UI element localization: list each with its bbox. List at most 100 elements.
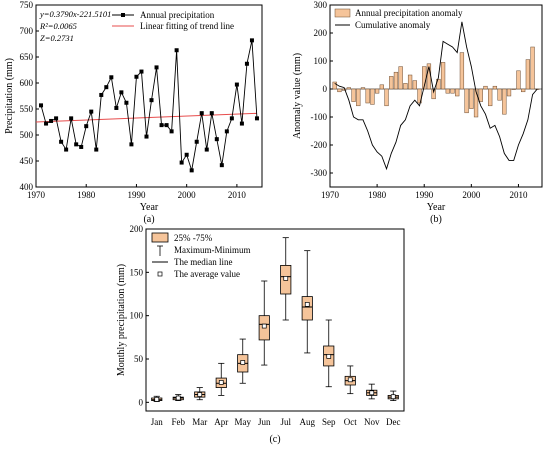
anomaly-bar bbox=[478, 88, 483, 102]
y-tick-label-c: 0 bbox=[139, 397, 144, 407]
equation-annotation: Z=0.2731 bbox=[40, 33, 74, 43]
anomaly-bar bbox=[398, 66, 403, 90]
anomaly-bar bbox=[360, 87, 366, 90]
caption-c: (c) bbox=[269, 434, 280, 445]
anomaly-bar bbox=[530, 46, 535, 90]
y-tick-label-a: 700 bbox=[20, 26, 34, 36]
anomaly-bar bbox=[407, 74, 413, 90]
anomaly-bar bbox=[370, 88, 375, 105]
x-tick-label-a: 1980 bbox=[77, 190, 96, 200]
precipitation-point bbox=[189, 168, 194, 173]
legend-mean-marker bbox=[157, 271, 163, 277]
precipitation-point bbox=[224, 129, 229, 134]
mean-marker bbox=[218, 380, 224, 385]
precipitation-point bbox=[99, 92, 104, 97]
legend-label-anomaly: Annual precipitation anomaly bbox=[355, 8, 463, 18]
x-tick-label-c: Mar bbox=[192, 417, 207, 427]
anomaly-bar bbox=[450, 88, 455, 94]
legend-label-cumulative: Cumulative anomaly bbox=[355, 20, 431, 30]
precipitation-point bbox=[159, 123, 164, 128]
precipitation-point bbox=[59, 139, 64, 144]
precipitation-point bbox=[229, 116, 234, 121]
anomaly-bar bbox=[393, 71, 399, 90]
y-tick-label-b: 100 bbox=[314, 56, 328, 66]
anomaly-bar bbox=[341, 88, 347, 91]
anomaly-bar bbox=[440, 62, 446, 90]
anomaly-bar bbox=[511, 88, 516, 90]
legend-swatch-box bbox=[151, 232, 169, 243]
x-axis-label-a: Year bbox=[140, 202, 159, 213]
y-tick-label-a: 500 bbox=[20, 130, 34, 140]
precipitation-point bbox=[199, 111, 204, 116]
precipitation-point bbox=[114, 105, 119, 110]
y-axis-label-b: Anomaly value (mm) bbox=[292, 53, 303, 139]
precipitation-point bbox=[69, 116, 74, 121]
plot-frame-c bbox=[145, 228, 405, 412]
precipitation-point bbox=[239, 121, 244, 126]
precipitation-point bbox=[39, 103, 44, 108]
x-tick-label-c: Sep bbox=[322, 417, 336, 427]
equation-annotation: R²=0.0065 bbox=[39, 21, 77, 31]
precipitation-point bbox=[169, 129, 174, 134]
precipitation-point bbox=[54, 116, 59, 121]
x-tick-label-b: 2000 bbox=[462, 190, 481, 200]
anomaly-bar bbox=[525, 59, 531, 90]
anomaly-bar bbox=[431, 88, 436, 100]
precipitation-point bbox=[209, 111, 214, 116]
precipitation-point bbox=[194, 139, 199, 144]
anomaly-bar bbox=[389, 76, 394, 90]
anomaly-bar bbox=[483, 85, 488, 90]
precipitation-point bbox=[74, 142, 79, 147]
trend-line bbox=[35, 112, 257, 123]
mean-marker bbox=[261, 323, 267, 329]
anomaly-bar bbox=[403, 83, 408, 90]
anomaly-bar bbox=[469, 88, 474, 109]
panel-c: 0 50 100 150 200 Jan Feb Mar Apr May Jun Jul Aug Sep O… bbox=[116, 224, 405, 445]
cumulative-line bbox=[334, 21, 538, 171]
x-tick-label-c: Feb bbox=[172, 417, 186, 427]
anomaly-bar bbox=[497, 88, 502, 101]
legend-label-median: The median line bbox=[174, 257, 232, 267]
anomaly-bar bbox=[384, 88, 389, 107]
x-tick-label-a: 2000 bbox=[178, 190, 197, 200]
x-tick-label-c: Jul bbox=[280, 417, 291, 427]
precipitation-point bbox=[79, 144, 84, 149]
precipitation-point bbox=[204, 147, 209, 152]
x-tick-label-b: 2010 bbox=[509, 190, 528, 200]
x-tick-label-b: 1970 bbox=[321, 190, 340, 200]
precipitation-point bbox=[104, 85, 109, 90]
precipitation-point bbox=[84, 124, 89, 129]
mean-marker bbox=[283, 276, 289, 281]
legend-label-whisker: Maximum-Minimum bbox=[174, 245, 251, 255]
caption-b: (b) bbox=[430, 214, 442, 225]
panel-a: 400 450 500 550 600 650 700 750 1970 1980 1990 2000… bbox=[4, 0, 263, 225]
mean-marker bbox=[154, 396, 160, 402]
x-tick-label-c: Apr bbox=[214, 417, 228, 427]
x-tick-label-c: Aug bbox=[300, 417, 316, 427]
precipitation-point bbox=[49, 118, 54, 123]
mean-marker bbox=[390, 394, 396, 400]
y-tick-label-b: 200 bbox=[314, 28, 328, 38]
y-tick-label-c: 50 bbox=[134, 354, 144, 364]
anomaly-bar bbox=[492, 85, 498, 90]
legend-label-box: 25% -75% bbox=[174, 233, 213, 243]
panel-b: -300 -200 -100 0 100 200 300 1970 1980 1990 2000 20… bbox=[292, 0, 543, 225]
y-tick-label-b: 0 bbox=[323, 84, 328, 94]
anomaly-bar bbox=[464, 88, 469, 114]
x-tick-label-b: 1990 bbox=[415, 190, 434, 200]
mean-marker bbox=[197, 392, 203, 397]
anomaly-bar bbox=[506, 88, 512, 97]
precipitation-point bbox=[249, 38, 254, 43]
y-tick-label-a: 600 bbox=[20, 78, 34, 88]
precipitation-point bbox=[129, 142, 134, 147]
anomaly-bar bbox=[521, 88, 526, 93]
anomaly-bar bbox=[459, 52, 465, 90]
y-tick-label-b: 300 bbox=[314, 0, 328, 10]
mean-marker bbox=[304, 302, 310, 307]
equation-annotation: y=0.3790x-221.5101 bbox=[39, 9, 111, 19]
mean-marker bbox=[326, 354, 332, 359]
plot-frame-b bbox=[329, 4, 543, 188]
y-tick-label-b: -300 bbox=[311, 168, 328, 178]
x-axis-label-b: Year bbox=[427, 202, 446, 213]
y-tick-label-a: 650 bbox=[20, 52, 34, 62]
